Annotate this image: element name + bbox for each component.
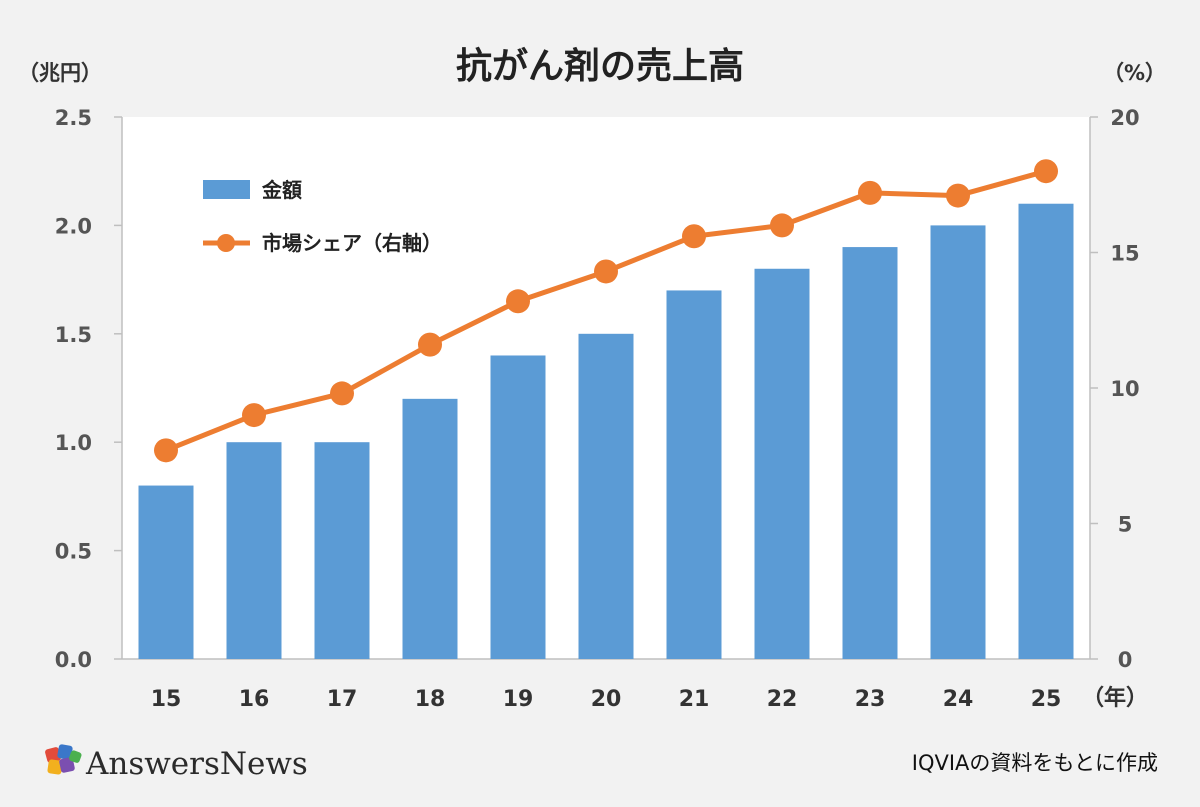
- legend-line-label: 市場シェア（右軸）: [262, 231, 442, 255]
- legend-line-marker: [217, 234, 235, 252]
- bar: [314, 442, 370, 659]
- bar: [578, 333, 634, 659]
- left-axis-unit: （兆円）: [18, 61, 102, 85]
- x-tick-label: 16: [239, 687, 270, 712]
- line-point: [594, 259, 618, 284]
- right-axis: 0 5 10 15 20: [1089, 106, 1140, 672]
- line-point: [1034, 159, 1058, 184]
- line-point: [154, 438, 178, 463]
- line-series: [154, 159, 1058, 463]
- left-tick-label: 0.5: [55, 540, 92, 564]
- bar: [666, 290, 722, 659]
- x-tick-label: 17: [327, 687, 358, 712]
- x-tick-label: 22: [767, 687, 798, 712]
- line-point: [418, 332, 442, 357]
- right-tick-label: 5: [1118, 513, 1133, 537]
- x-tick-label: 20: [591, 687, 622, 712]
- right-axis-unit: （%）: [1103, 61, 1166, 85]
- line-point: [682, 224, 706, 249]
- bar: [402, 398, 458, 659]
- bar: [138, 485, 194, 659]
- bar: [842, 247, 898, 659]
- bar: [490, 355, 546, 659]
- x-tick-label: 18: [415, 687, 446, 712]
- brand-name: AnswersNews: [85, 746, 308, 782]
- line-point: [858, 180, 882, 205]
- x-tick-label: 15: [151, 687, 182, 712]
- left-tick-label: 2.0: [55, 214, 92, 238]
- x-axis-ticks: 15 16 17 18 19 20 21 22 23 24 25: [151, 687, 1062, 712]
- x-tick-label: 24: [943, 687, 974, 712]
- line-point: [506, 289, 530, 314]
- line-point: [330, 381, 354, 406]
- line-point: [242, 403, 266, 428]
- right-tick-label: 20: [1110, 106, 1139, 130]
- bar: [226, 442, 282, 659]
- legend-bar-swatch: [203, 180, 250, 199]
- right-tick-label: 10: [1110, 377, 1139, 401]
- x-tick-label: 23: [855, 687, 886, 712]
- bar: [1018, 203, 1074, 659]
- legend: 金額 市場シェア（右軸）: [203, 178, 442, 255]
- left-tick-label: 1.0: [55, 431, 92, 455]
- left-tick-label: 1.5: [55, 323, 92, 347]
- x-tick-label: 19: [503, 687, 534, 712]
- line-point: [946, 183, 970, 208]
- right-tick-label: 0: [1118, 648, 1133, 672]
- legend-bar-label: 金額: [261, 178, 302, 202]
- bar-series: [138, 203, 1074, 659]
- left-axis: 0.0 0.5 1.0 1.5 2.0 2.5: [55, 106, 1090, 672]
- left-tick-label: 0.0: [55, 648, 92, 672]
- brand-logo: AnswersNews: [45, 744, 308, 782]
- source-note: IQVIAの資料をもとに作成: [912, 751, 1158, 775]
- x-axis-unit: （年）: [1082, 685, 1148, 711]
- chart-title: 抗がん剤の売上高: [456, 45, 744, 87]
- bar: [754, 268, 810, 659]
- right-tick-label: 15: [1110, 242, 1139, 266]
- bar: [930, 225, 986, 659]
- puzzle-logo-icon: [45, 744, 82, 775]
- line-point: [770, 213, 794, 238]
- left-tick-label: 2.5: [55, 106, 92, 130]
- x-tick-label: 21: [679, 687, 710, 712]
- x-tick-label: 25: [1031, 687, 1062, 712]
